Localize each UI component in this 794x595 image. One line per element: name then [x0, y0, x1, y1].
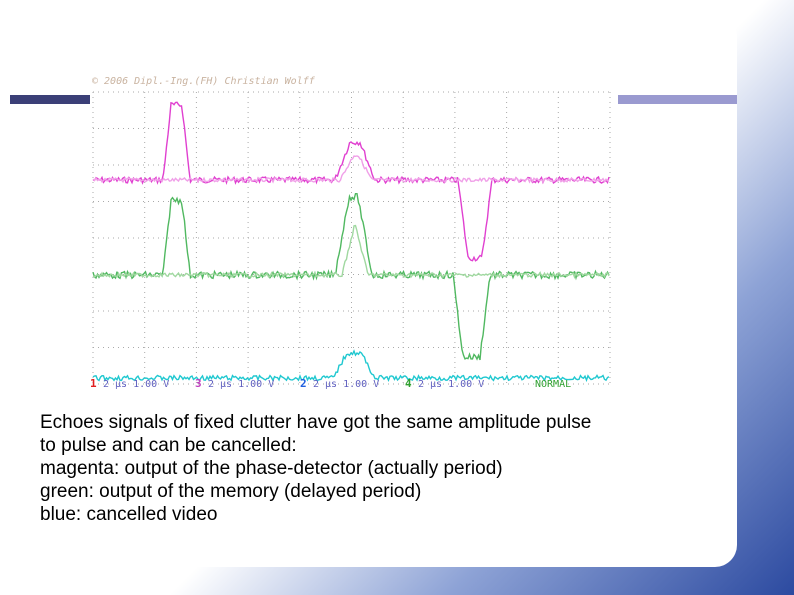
caption-line: magenta: output of the phase-detector (a… — [40, 458, 503, 479]
channel-number: 1 — [90, 377, 97, 390]
watermark: © 2006 Dipl.-Ing.(FH) Christian Wolff — [92, 76, 316, 87]
signal-trace — [92, 193, 610, 361]
channel-setting: 2 µs 1.00 V — [208, 379, 274, 390]
channel-setting: 2 µs 1.00 V — [313, 379, 379, 390]
channel-setting: 2 µs 1.00 V — [418, 379, 484, 390]
accent-bar-left — [10, 95, 90, 104]
channel-number: 2 — [300, 377, 307, 390]
signal-trace — [92, 224, 610, 279]
caption-line: to pulse and can be cancelled: — [40, 435, 297, 456]
trigger-mode: NORMAL — [535, 379, 571, 390]
caption-line: blue: cancelled video — [40, 504, 218, 525]
channel-number: 4 — [405, 377, 412, 390]
caption: Echoes signals of fixed clutter have got… — [40, 411, 591, 526]
accent-bar-right — [618, 95, 737, 104]
scope-traces — [92, 101, 610, 383]
scope-status-row: 1 2 µs 1.00 V 3 2 µs 1.00 V 2 2 µs 1.00 V 4 2 µ… — [90, 377, 571, 390]
channel-setting: 2 µs 1.00 V — [103, 379, 169, 390]
signal-trace — [92, 349, 610, 383]
caption-line: Echoes signals of fixed clutter have got… — [40, 412, 592, 433]
signal-trace — [92, 155, 610, 184]
caption-line: green: output of the memory (delayed per… — [40, 481, 422, 502]
channel-number: 3 — [195, 377, 202, 390]
